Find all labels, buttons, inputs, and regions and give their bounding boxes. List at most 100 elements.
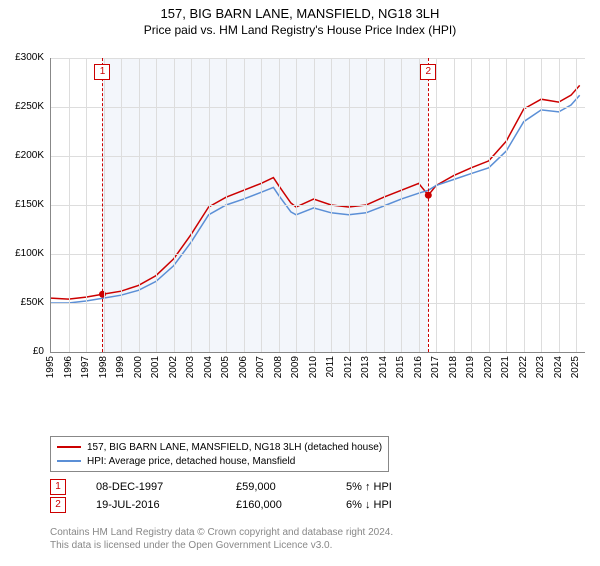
events-table: 1 08-DEC-1997 £59,000 5% ↑ HPI 2 19-JUL-2016 £…	[50, 478, 392, 514]
x-axis-label: 2015	[395, 356, 406, 378]
gridline-v	[86, 58, 87, 352]
event-badge: 2	[420, 64, 436, 80]
x-axis-label: 2019	[465, 356, 476, 378]
gridline-v	[279, 58, 280, 352]
gridline-v	[524, 58, 525, 352]
gridline-v	[191, 58, 192, 352]
gridline-v	[366, 58, 367, 352]
gridline-v	[349, 58, 350, 352]
footer-attribution: Contains HM Land Registry data © Crown c…	[50, 526, 570, 552]
gridline-v	[489, 58, 490, 352]
gridline-v	[261, 58, 262, 352]
x-axis-label: 2023	[535, 356, 546, 378]
gridline-v	[209, 58, 210, 352]
x-axis-label: 2006	[238, 356, 249, 378]
event-row: 1 08-DEC-1997 £59,000 5% ↑ HPI	[50, 478, 392, 496]
gridline-h	[51, 156, 585, 157]
x-axis-label: 2024	[553, 356, 564, 378]
gridline-v	[559, 58, 560, 352]
gridline-v	[121, 58, 122, 352]
event-delta: 6% ↓ HPI	[346, 499, 392, 511]
gridline-v	[454, 58, 455, 352]
y-axis-label: £0	[0, 346, 44, 357]
gridline-h	[51, 58, 585, 59]
event-line	[428, 58, 429, 352]
series-line	[51, 85, 580, 299]
event-price: £59,000	[236, 481, 316, 493]
x-axis-label: 2002	[168, 356, 179, 378]
gridline-v	[104, 58, 105, 352]
x-axis-label: 2021	[500, 356, 511, 378]
event-row: 2 19-JUL-2016 £160,000 6% ↓ HPI	[50, 496, 392, 514]
event-date: 08-DEC-1997	[96, 481, 206, 493]
x-axis-label: 2017	[430, 356, 441, 378]
x-axis-label: 2009	[290, 356, 301, 378]
x-axis-label: 2004	[203, 356, 214, 378]
legend: 157, BIG BARN LANE, MANSFIELD, NG18 3LH …	[50, 436, 389, 472]
event-badge: 1	[94, 64, 110, 80]
gridline-v	[401, 58, 402, 352]
gridline-v	[506, 58, 507, 352]
gridline-v	[244, 58, 245, 352]
legend-label: 157, BIG BARN LANE, MANSFIELD, NG18 3LH …	[87, 442, 382, 453]
x-axis-label: 1999	[115, 356, 126, 378]
legend-item: HPI: Average price, detached house, Mans…	[57, 454, 382, 468]
gridline-v	[69, 58, 70, 352]
gridline-h	[51, 303, 585, 304]
x-axis-label: 2001	[150, 356, 161, 378]
y-axis-label: £250K	[0, 101, 44, 112]
chart-area: 12 £0£50K£100K£150K£200K£250K£300K199519…	[0, 50, 600, 430]
x-axis-label: 1996	[63, 356, 74, 378]
gridline-v	[296, 58, 297, 352]
gridline-h	[51, 205, 585, 206]
x-axis-label: 2005	[220, 356, 231, 378]
x-axis-label: 2010	[308, 356, 319, 378]
legend-item: 157, BIG BARN LANE, MANSFIELD, NG18 3LH …	[57, 440, 382, 454]
chart-subtitle: Price paid vs. HM Land Registry's House …	[0, 23, 600, 37]
event-line	[102, 58, 103, 352]
x-axis-label: 2014	[378, 356, 389, 378]
x-axis-label: 2020	[483, 356, 494, 378]
gridline-v	[156, 58, 157, 352]
x-axis-label: 2012	[343, 356, 354, 378]
gridline-v	[541, 58, 542, 352]
event-row-badge: 2	[50, 497, 66, 513]
x-axis-label: 2011	[325, 356, 336, 378]
y-axis-label: £200K	[0, 150, 44, 161]
gridline-v	[436, 58, 437, 352]
event-delta: 5% ↑ HPI	[346, 481, 392, 493]
x-axis-label: 2016	[413, 356, 424, 378]
gridline-v	[139, 58, 140, 352]
gridline-v	[226, 58, 227, 352]
x-axis-label: 2003	[185, 356, 196, 378]
x-axis-label: 1998	[98, 356, 109, 378]
x-axis-label: 2022	[518, 356, 529, 378]
legend-swatch	[57, 446, 81, 448]
legend-swatch	[57, 460, 81, 462]
event-date: 19-JUL-2016	[96, 499, 206, 511]
gridline-h	[51, 107, 585, 108]
gridline-v	[174, 58, 175, 352]
gridline-v	[419, 58, 420, 352]
gridline-v	[314, 58, 315, 352]
x-axis-label: 2018	[448, 356, 459, 378]
gridline-v	[471, 58, 472, 352]
gridline-v	[576, 58, 577, 352]
gridline-v	[384, 58, 385, 352]
x-axis-label: 2007	[255, 356, 266, 378]
legend-label: HPI: Average price, detached house, Mans…	[87, 456, 295, 467]
x-axis-label: 2008	[273, 356, 284, 378]
gridline-v	[331, 58, 332, 352]
y-axis-label: £50K	[0, 297, 44, 308]
chart-title: 157, BIG BARN LANE, MANSFIELD, NG18 3LH	[0, 6, 600, 21]
plot-area: 12	[50, 58, 585, 353]
gridline-h	[51, 254, 585, 255]
x-axis-label: 2025	[570, 356, 581, 378]
x-axis-label: 1995	[45, 356, 56, 378]
x-axis-label: 2000	[133, 356, 144, 378]
event-price: £160,000	[236, 499, 316, 511]
footer-line-1: Contains HM Land Registry data © Crown c…	[50, 526, 570, 539]
y-axis-label: £100K	[0, 248, 44, 259]
y-axis-label: £150K	[0, 199, 44, 210]
event-row-badge: 1	[50, 479, 66, 495]
